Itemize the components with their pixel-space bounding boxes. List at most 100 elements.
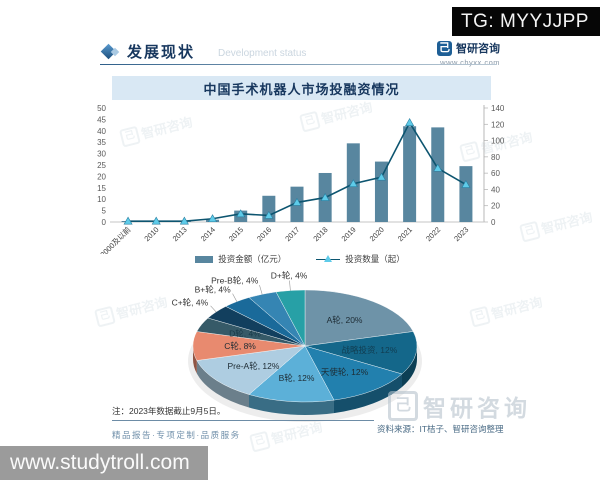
header: 发展现状 Development status 己 智研咨询 www.chyxx… bbox=[100, 40, 500, 67]
pie-slice-战略投资 bbox=[304, 331, 418, 375]
pie-slice-side bbox=[333, 374, 402, 414]
section-title: 发展现状 bbox=[127, 44, 196, 61]
left-axis-tick: 20 bbox=[97, 172, 106, 181]
brand-logo-icon: 己 bbox=[388, 391, 418, 421]
right-axis-tick: 20 bbox=[491, 202, 500, 211]
brand-watermark-large: 己 智研咨询 bbox=[388, 389, 531, 423]
left-axis-tick: 40 bbox=[97, 127, 106, 136]
x-axis-label: 2020 bbox=[368, 225, 386, 243]
line-point-2010 bbox=[151, 216, 161, 225]
left-axis-tick: 35 bbox=[97, 138, 106, 147]
line-point-2016 bbox=[264, 210, 274, 219]
x-axis-label: 2022 bbox=[424, 225, 442, 243]
combo-chart: 0 5 10 15 20 25 30 35 40 45 50 0 20 40 60 80 100 120 140 20… bbox=[97, 104, 505, 254]
line-point-2015 bbox=[236, 209, 246, 218]
x-axis-label: 2018 bbox=[311, 225, 329, 243]
pie-slice-B轮 bbox=[248, 345, 335, 403]
legend-item-line: 投资数量（起） bbox=[316, 253, 405, 265]
data-source: 资料来源：IT桔子、智研咨询整理 bbox=[377, 424, 504, 434]
left-axis-tick: 10 bbox=[97, 195, 106, 204]
footer-divider bbox=[112, 420, 374, 421]
line-point-2013 bbox=[179, 216, 189, 225]
bar-2021 bbox=[403, 126, 417, 222]
left-axis-tick: 0 bbox=[102, 218, 107, 227]
left-axis-tick: 15 bbox=[97, 184, 106, 193]
right-axis-tick: 140 bbox=[491, 104, 505, 113]
x-axis-label: 2013 bbox=[171, 225, 189, 243]
brand-logo-icon: 己 bbox=[93, 305, 116, 328]
legend-item-bar: 投资金额（亿元） bbox=[195, 253, 286, 265]
services-tagline: 精品报告·专项定制·品质服务 bbox=[112, 430, 241, 440]
pie-label-C+轮: C+轮, 4% bbox=[172, 297, 209, 307]
pie-slice-side bbox=[249, 394, 334, 415]
x-axis-label: 2016 bbox=[255, 225, 273, 243]
site-watermark-bar: www.studytroll.com bbox=[0, 446, 208, 480]
x-axis-label: 2015 bbox=[227, 225, 245, 243]
bar-2022 bbox=[431, 127, 445, 222]
line-point-2020 bbox=[376, 172, 386, 181]
line-point-2019 bbox=[348, 179, 358, 188]
left-axis-tick: 50 bbox=[97, 104, 106, 113]
legend-label: 投资金额（亿元） bbox=[218, 254, 287, 264]
brand-watermark: 己智研咨询 bbox=[468, 291, 544, 328]
line-point-2000及以前 bbox=[123, 216, 133, 225]
pie-label-B+轮: B+轮, 4% bbox=[195, 284, 232, 294]
pie-label-D轮: D轮, 4% bbox=[229, 329, 261, 339]
pie-label-战略投资: 战略投资, 12% bbox=[342, 345, 398, 355]
chart-legend: 投资金额（亿元） 投资数量（起） bbox=[100, 253, 500, 265]
x-axis-label: 2021 bbox=[396, 225, 414, 243]
pie-label-天使轮: 天使轮, 12% bbox=[321, 367, 369, 377]
left-axis-tick: 30 bbox=[97, 150, 106, 159]
pie-leader-line bbox=[289, 280, 291, 291]
right-axis-tick: 0 bbox=[491, 218, 496, 227]
right-axis-tick: 120 bbox=[491, 120, 505, 129]
pie-chart: A轮, 20% 战略投资, 12% 天使轮, 12% B轮, 12%Pre-A轮, 1… bbox=[172, 271, 422, 422]
pie-slice-side bbox=[196, 360, 249, 408]
footnote: 注：2023年数据截止9月5日。 bbox=[112, 406, 226, 416]
line-point-2018 bbox=[320, 192, 330, 201]
pie-slice-Pre-A轮 bbox=[196, 345, 306, 395]
chart-title: 中国手术机器人市场投融资情况 bbox=[203, 81, 400, 97]
line-point-2021 bbox=[405, 118, 415, 126]
brand-logo-icon: 己 bbox=[437, 40, 452, 56]
brand-url: www.chyxx.com bbox=[440, 58, 500, 67]
brand-logo-icon: 己 bbox=[518, 220, 541, 243]
right-axis-tick: 40 bbox=[491, 185, 500, 194]
pie-leader-line bbox=[210, 305, 217, 313]
pie-label-Pre-A轮: Pre-A轮, 12% bbox=[227, 361, 279, 371]
pie-label-C轮: C轮, 8% bbox=[224, 341, 256, 351]
brand-logo-icon: 己 bbox=[248, 430, 271, 453]
line-point-2022 bbox=[433, 163, 443, 172]
pie-slice-D+轮 bbox=[275, 289, 306, 347]
line-point-2023 bbox=[461, 179, 471, 188]
right-axis-tick: 80 bbox=[491, 153, 500, 162]
brand-name: 智研咨询 bbox=[456, 43, 500, 55]
tg-badge: TG: MYYJJPP bbox=[452, 7, 600, 36]
left-axis-tick: 25 bbox=[97, 161, 106, 170]
chart-title-bar: 中国手术机器人市场投融资情况 bbox=[112, 76, 491, 100]
bar-2023 bbox=[459, 166, 473, 222]
x-axis-label: 2014 bbox=[199, 225, 217, 243]
left-axis-tick: 45 bbox=[97, 115, 106, 124]
bar-2020 bbox=[374, 161, 388, 222]
pie-label-D+轮: D+轮, 4% bbox=[271, 271, 308, 281]
pie-label-Pre-B轮: Pre-B轮, 4% bbox=[211, 275, 259, 285]
pie-slice-A轮 bbox=[304, 289, 414, 347]
line-swatch-icon bbox=[316, 255, 341, 263]
legend-label: 投资数量（起） bbox=[345, 254, 405, 264]
line-point-2017 bbox=[292, 197, 302, 206]
section-subtitle: Development status bbox=[218, 48, 307, 59]
brand-watermark: 己智研咨询 bbox=[518, 206, 594, 243]
pie-slice-side bbox=[193, 346, 197, 374]
header-divider bbox=[100, 64, 497, 65]
line-point-2014 bbox=[208, 214, 218, 223]
bar-swatch-icon bbox=[195, 255, 214, 263]
pie-label-A轮: A轮, 20% bbox=[327, 315, 363, 325]
pie-label-B轮: B轮, 12% bbox=[279, 373, 315, 383]
x-axis-label: 2000及以前 bbox=[98, 224, 133, 254]
x-axis-label: 2019 bbox=[340, 225, 358, 243]
right-axis-tick: 100 bbox=[491, 137, 505, 146]
left-axis-tick: 5 bbox=[102, 207, 107, 216]
pie-leader-line bbox=[232, 293, 238, 302]
